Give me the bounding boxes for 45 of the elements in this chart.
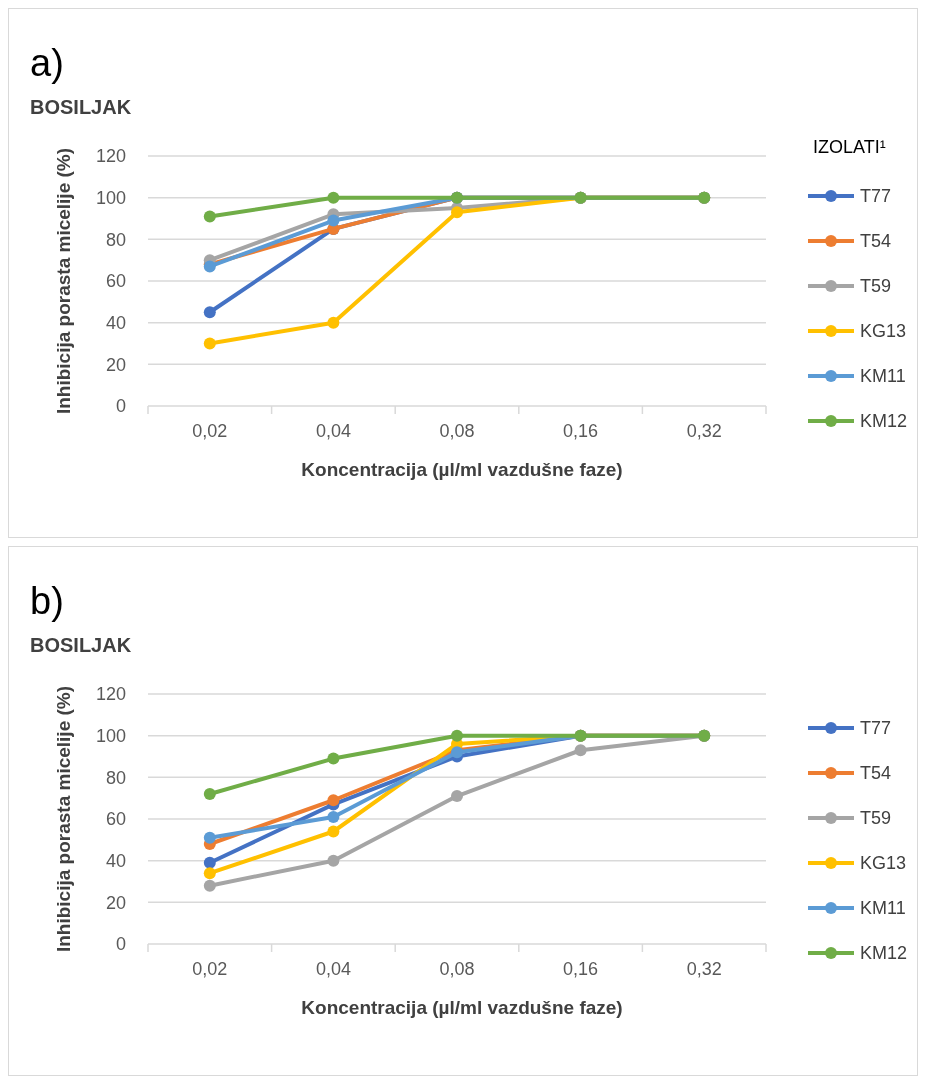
x-tick-label: 0,32 xyxy=(686,959,722,979)
y-tick-label: 120 xyxy=(95,146,126,167)
y-tick-label: 60 xyxy=(105,809,126,830)
chart-subtitle: BOSILJAK xyxy=(30,96,132,118)
legend-label: KG13 xyxy=(860,321,907,342)
y-axis-title: Inhibicija porasta micelije (%) xyxy=(53,147,74,415)
legend-title: IZOLATI¹ xyxy=(813,137,886,157)
x-tick-label: 0,02 xyxy=(192,959,228,979)
chart-title: b) xyxy=(30,580,64,622)
y-tick-label: 100 xyxy=(95,187,126,208)
legend-label: KM11 xyxy=(860,898,906,919)
x-tick-label: 0,16 xyxy=(563,421,599,441)
legend-label: T54 xyxy=(860,763,892,784)
y-tick-label: 80 xyxy=(105,229,126,250)
legend-label: T54 xyxy=(860,231,892,252)
x-tick-label: 0,04 xyxy=(315,959,351,979)
legend-label: T77 xyxy=(860,718,892,739)
y-tick-label: 120 xyxy=(95,684,126,705)
y-tick-label: 40 xyxy=(105,312,126,333)
x-axis-title: Koncentracija (µl/ml vazdušne faze) xyxy=(301,997,623,1018)
legend-label: T77 xyxy=(860,186,892,207)
legend-label: T59 xyxy=(860,276,892,297)
x-tick-label: 0,08 xyxy=(439,959,475,979)
chart-subtitle: BOSILJAK xyxy=(30,634,132,656)
legend-label: KM12 xyxy=(860,411,908,432)
legend-label: KM11 xyxy=(860,366,906,387)
y-tick-label: 80 xyxy=(105,767,126,788)
x-axis-title: Koncentracija (µl/ml vazdušne faze) xyxy=(301,459,623,480)
y-tick-label: 20 xyxy=(105,354,126,375)
y-tick-label: 0 xyxy=(115,934,126,955)
y-tick-label: 0 xyxy=(115,396,126,417)
x-tick-label: 0,02 xyxy=(192,421,228,441)
x-tick-label: 0,16 xyxy=(563,959,599,979)
y-tick-label: 60 xyxy=(105,271,126,292)
y-axis-title: Inhibicija porasta micelije (%) xyxy=(53,685,74,953)
chart-title: a) xyxy=(30,42,64,84)
y-tick-label: 20 xyxy=(105,892,126,913)
y-tick-label: 100 xyxy=(95,725,126,746)
x-tick-label: 0,08 xyxy=(439,421,475,441)
x-tick-label: 0,04 xyxy=(315,421,351,441)
legend-label: KM12 xyxy=(860,943,908,964)
y-tick-label: 40 xyxy=(105,850,126,871)
legend-label: KG13 xyxy=(860,853,907,874)
legend-label: T59 xyxy=(860,808,892,829)
x-tick-label: 0,32 xyxy=(686,421,722,441)
